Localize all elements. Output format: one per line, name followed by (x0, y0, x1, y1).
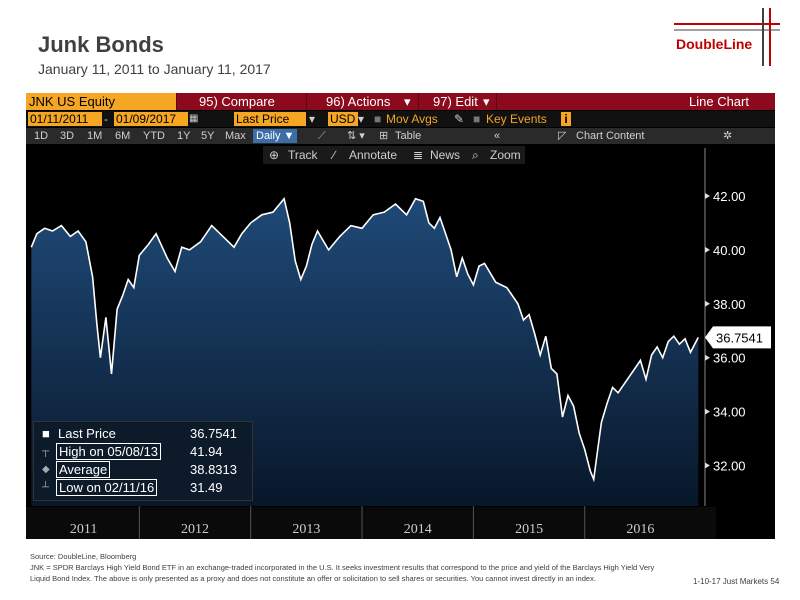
y-tick-label: 32.00 (713, 459, 746, 474)
period-1d[interactable]: 1D (34, 130, 49, 142)
average-marker-icon: ◆ (42, 464, 50, 475)
x-tick-label: 2014 (404, 522, 432, 537)
end-date-field[interactable]: 01/09/2017 (114, 112, 188, 126)
zoom-icon[interactable]: ⌕ (472, 148, 479, 162)
legend-label: Last Price (58, 426, 116, 441)
x-tick-label: 2011 (70, 522, 97, 537)
y-tick-mark (705, 408, 710, 415)
doubleline-logo: DoubleLine (676, 36, 753, 52)
track-tool[interactable]: Track (288, 148, 318, 162)
chart-legend: ■ Last Price 36.7541 ┬ High on 05/08/13 … (33, 421, 253, 501)
date-range-dash: - (104, 112, 108, 126)
field-selector[interactable]: Last Price (234, 112, 306, 126)
mov-avgs-option[interactable]: Mov Avgs (386, 112, 438, 126)
y-tick-label: 38.00 (713, 297, 746, 312)
disclaimer-line-2: Liquid Bond Index. The above is only pre… (30, 574, 596, 583)
period-max[interactable]: Max (225, 130, 246, 142)
y-tick-mark (705, 300, 710, 307)
checkbox-icon[interactable]: ■ (374, 112, 382, 126)
legend-label: Average (56, 461, 111, 478)
last-value-callout (705, 326, 771, 349)
page-number: 1-10-17 Just Markets 54 (693, 577, 780, 586)
x-axis-band (26, 507, 716, 539)
terminal-toolbar: JNK US Equity 95) Compare 96) Actions ▾ … (26, 93, 775, 110)
y-tick-mark (705, 462, 710, 469)
legend-value: 36.7541 (190, 426, 237, 441)
page-title: Junk Bonds (38, 32, 164, 57)
info-icon[interactable]: i (561, 112, 571, 126)
chart-settings-bar: 01/11/2011 - 01/09/2017 ▦ Last Price ▾ U… (26, 111, 775, 127)
frequency-selector[interactable]: Daily ▼ (253, 129, 298, 143)
x-tick-label: 2013 (292, 522, 320, 537)
collapse-icon[interactable]: « (494, 130, 501, 142)
y-tick-mark (705, 354, 710, 361)
y-tick-label: 34.00 (713, 405, 746, 420)
legend-value: 38.8313 (190, 462, 237, 477)
y-tick-mark (705, 246, 710, 253)
period-1y[interactable]: 1Y (177, 130, 191, 142)
period-1m[interactable]: 1M (87, 130, 103, 142)
chevron-down-icon[interactable]: ▾ (483, 94, 490, 109)
period-ytd[interactable]: YTD (143, 130, 165, 142)
toolbar-divider (306, 93, 307, 110)
table-button[interactable]: Table (395, 130, 422, 142)
chevron-down-icon[interactable]: ▾ (309, 112, 316, 126)
last-value-label: 36.7541 (716, 330, 763, 345)
chevron-down-icon[interactable]: ▾ (358, 112, 365, 126)
legend-label: High on 05/08/13 (56, 443, 162, 460)
annotate-tool[interactable]: Annotate (349, 148, 398, 162)
compare-menu[interactable]: 95) Compare (199, 94, 275, 109)
bar-type-icon[interactable]: ⇅ ▾ (347, 130, 365, 142)
calendar-icon[interactable]: ▦ (189, 113, 199, 124)
page-subtitle: January 11, 2011 to January 11, 2017 (38, 61, 271, 77)
annotate-icon[interactable]: ∕ (333, 148, 336, 162)
chart-tools-bar: ⊕ Track ∕ Annotate ≣ News ⌕ Zoom (263, 146, 525, 164)
y-tick-label: 42.00 (713, 189, 746, 204)
edit-menu[interactable]: 97) Edit (433, 94, 478, 109)
disclaimer-line-1: JNK = SPDR Barclays High Yield Bond ETF … (30, 563, 655, 572)
toolbar-divider (496, 93, 497, 110)
chart-content-icon[interactable]: ◸ (558, 130, 567, 142)
start-date-field[interactable]: 01/11/2011 (28, 112, 102, 126)
checkbox-icon[interactable]: ■ (473, 112, 481, 126)
source-note: Source: DoubleLine, Bloomberg (30, 552, 137, 561)
chart-type-label[interactable]: Line Chart (689, 94, 749, 109)
track-icon[interactable]: ⊕ (269, 148, 280, 162)
chart-content-button[interactable]: Chart Content (576, 130, 645, 142)
toolbar-divider (418, 93, 419, 110)
legend-value: 31.49 (190, 480, 223, 495)
legend-label: Low on 02/11/16 (56, 479, 158, 496)
y-tick-label: 36.00 (713, 351, 746, 366)
y-tick-mark (705, 192, 710, 199)
y-tick-label: 40.00 (713, 243, 746, 258)
high-marker-icon: ┬ (42, 446, 50, 457)
ticker-tab[interactable]: JNK US Equity (26, 93, 176, 110)
x-tick-label: 2016 (626, 522, 654, 537)
x-tick-label: 2012 (181, 522, 209, 537)
frequency-label: Daily (256, 130, 281, 142)
table-icon[interactable]: ⊞ (379, 130, 389, 142)
legend-value: 41.94 (190, 444, 223, 459)
period-6m[interactable]: 6M (115, 130, 131, 142)
news-icon[interactable]: ≣ (413, 148, 424, 162)
logo-frame (674, 8, 780, 66)
low-marker-icon: ┴ (42, 482, 50, 493)
x-tick-label: 2015 (515, 522, 543, 537)
currency-selector[interactable]: USD (328, 112, 358, 126)
period-3d[interactable]: 3D (60, 130, 75, 142)
gear-icon[interactable]: ✲ (723, 130, 733, 142)
chevron-down-icon[interactable]: ▾ (404, 94, 411, 109)
period-bar: 1D 3D 1M 6M YTD 1Y 5Y Max Daily ▼ ⟋ ⇅ ▾ … (26, 128, 775, 144)
period-5y[interactable]: 5Y (201, 130, 215, 142)
actions-menu[interactable]: 96) Actions (326, 94, 391, 109)
zoom-tool[interactable]: Zoom (490, 148, 521, 162)
price-line (30, 196, 700, 483)
line-chart-icon[interactable]: ⟋ (318, 130, 326, 142)
toolbar-divider (176, 93, 177, 110)
news-tool[interactable]: News (430, 148, 461, 162)
pencil-icon[interactable]: ✎ (454, 112, 465, 126)
key-events-option[interactable]: Key Events (486, 112, 547, 126)
legend-square-icon: ■ (42, 426, 50, 441)
